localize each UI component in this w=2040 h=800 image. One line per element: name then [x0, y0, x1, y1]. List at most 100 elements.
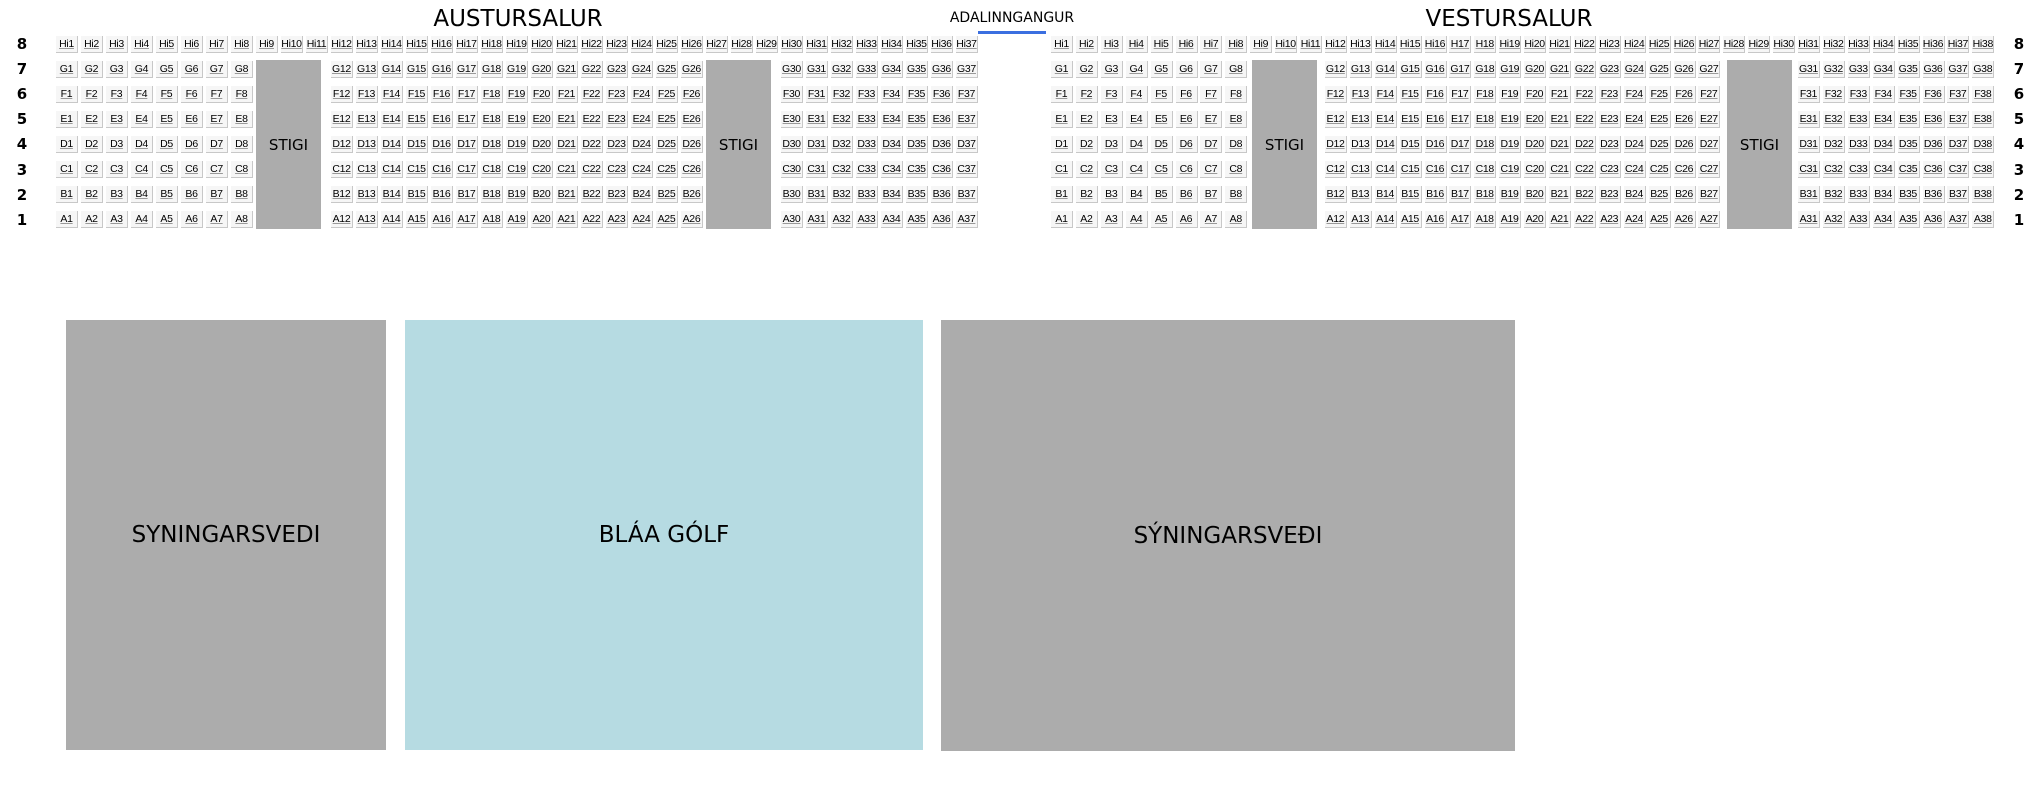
- seat[interactable]: C21: [1549, 161, 1571, 178]
- seat[interactable]: B23: [606, 186, 628, 204]
- seat[interactable]: G6: [181, 60, 203, 78]
- seat[interactable]: A33: [1847, 211, 1870, 229]
- seat[interactable]: Hi27: [1698, 35, 1721, 53]
- seat[interactable]: C26: [681, 161, 703, 178]
- seat[interactable]: F7: [1200, 85, 1223, 103]
- seat[interactable]: A8: [231, 211, 253, 229]
- seat[interactable]: C21: [556, 161, 578, 178]
- seat[interactable]: E7: [206, 110, 228, 128]
- seat[interactable]: F2: [1075, 85, 1098, 103]
- seat[interactable]: C27: [1698, 161, 1721, 178]
- seat[interactable]: E26: [1673, 110, 1696, 128]
- seat[interactable]: C1: [1051, 161, 1073, 178]
- seat[interactable]: Hi3: [106, 35, 128, 53]
- seat[interactable]: G13: [1349, 60, 1372, 78]
- seat[interactable]: A23: [1598, 211, 1621, 229]
- seat[interactable]: A23: [606, 211, 628, 229]
- seat[interactable]: F26: [681, 85, 703, 103]
- seat[interactable]: E7: [1200, 110, 1223, 128]
- seat[interactable]: D5: [156, 135, 178, 153]
- seat[interactable]: C2: [81, 161, 103, 178]
- seat[interactable]: E1: [56, 110, 78, 128]
- seat[interactable]: F3: [1100, 85, 1123, 103]
- seat[interactable]: Hi16: [1424, 35, 1447, 53]
- seat[interactable]: G25: [1648, 60, 1671, 78]
- seat[interactable]: A20: [1524, 211, 1547, 229]
- seat[interactable]: A30: [781, 211, 803, 229]
- seat[interactable]: D12: [1324, 135, 1347, 153]
- seat[interactable]: A21: [556, 211, 578, 229]
- seat[interactable]: C31: [806, 161, 828, 178]
- seat[interactable]: G24: [631, 60, 653, 78]
- seat[interactable]: E18: [1474, 110, 1497, 128]
- seat[interactable]: D21: [556, 135, 578, 153]
- seat[interactable]: G5: [156, 60, 178, 78]
- seat[interactable]: D25: [656, 135, 678, 153]
- seat[interactable]: A17: [1449, 211, 1472, 229]
- seat[interactable]: Hi21: [556, 35, 578, 53]
- seat[interactable]: E2: [1075, 110, 1098, 128]
- seat[interactable]: Hi29: [756, 35, 778, 53]
- seat[interactable]: F13: [356, 85, 378, 103]
- seat[interactable]: D6: [1175, 135, 1198, 153]
- seat[interactable]: A37: [956, 211, 978, 229]
- seat[interactable]: E36: [931, 110, 953, 128]
- seat[interactable]: G36: [1922, 60, 1945, 78]
- seat[interactable]: B23: [1598, 186, 1621, 204]
- seat[interactable]: B19: [1499, 186, 1522, 204]
- blue-floor-area[interactable]: BLÁA GÓLF: [405, 320, 923, 750]
- seat[interactable]: F36: [931, 85, 953, 103]
- seat[interactable]: E31: [806, 110, 828, 128]
- seat[interactable]: F35: [906, 85, 928, 103]
- seat[interactable]: G30: [781, 60, 803, 78]
- seat[interactable]: C7: [206, 161, 228, 178]
- seat[interactable]: Hi28: [1723, 35, 1746, 53]
- seat[interactable]: A38: [1972, 211, 1995, 229]
- seat[interactable]: E18: [481, 110, 503, 128]
- seat[interactable]: B21: [556, 186, 578, 204]
- seat[interactable]: D13: [356, 135, 378, 153]
- seat[interactable]: F14: [1374, 85, 1397, 103]
- seat[interactable]: F31: [806, 85, 828, 103]
- seat[interactable]: F23: [606, 85, 628, 103]
- seat[interactable]: B36: [1922, 186, 1945, 204]
- seat[interactable]: Hi19: [506, 35, 528, 53]
- seat[interactable]: F17: [456, 85, 478, 103]
- seat[interactable]: F15: [1399, 85, 1422, 103]
- seat[interactable]: G18: [481, 60, 503, 78]
- seat[interactable]: A13: [356, 211, 378, 229]
- seat[interactable]: D26: [681, 135, 703, 153]
- seat[interactable]: A4: [131, 211, 153, 229]
- seat[interactable]: B3: [106, 186, 128, 204]
- seat[interactable]: C17: [1449, 161, 1472, 178]
- seat[interactable]: G16: [431, 60, 453, 78]
- seat[interactable]: F8: [1225, 85, 1248, 103]
- seat[interactable]: F32: [831, 85, 853, 103]
- seat[interactable]: A17: [456, 211, 478, 229]
- seat[interactable]: Hi9: [1250, 35, 1273, 53]
- seat[interactable]: C24: [631, 161, 653, 178]
- seat[interactable]: G1: [56, 60, 78, 78]
- seat[interactable]: C25: [1648, 161, 1671, 178]
- seat[interactable]: A14: [381, 211, 403, 229]
- seat[interactable]: E12: [331, 110, 353, 128]
- seat[interactable]: E37: [956, 110, 978, 128]
- seat[interactable]: D21: [1549, 135, 1571, 153]
- seat[interactable]: F19: [506, 85, 528, 103]
- seat[interactable]: Hi6: [181, 35, 203, 53]
- seat[interactable]: E16: [1424, 110, 1447, 128]
- seat[interactable]: E25: [656, 110, 678, 128]
- seat[interactable]: C3: [1100, 161, 1123, 178]
- seat[interactable]: D36: [931, 135, 953, 153]
- seat[interactable]: B12: [1324, 186, 1347, 204]
- seat[interactable]: Hi8: [1225, 35, 1248, 53]
- seat[interactable]: E31: [1798, 110, 1820, 128]
- seat[interactable]: G20: [531, 60, 553, 78]
- seat[interactable]: B2: [1075, 186, 1098, 204]
- seat[interactable]: C26: [1673, 161, 1696, 178]
- seat[interactable]: A12: [331, 211, 353, 229]
- seat[interactable]: D3: [106, 135, 128, 153]
- seat[interactable]: D37: [1947, 135, 1970, 153]
- seat[interactable]: G19: [1499, 60, 1522, 78]
- seat[interactable]: Hi18: [481, 35, 503, 53]
